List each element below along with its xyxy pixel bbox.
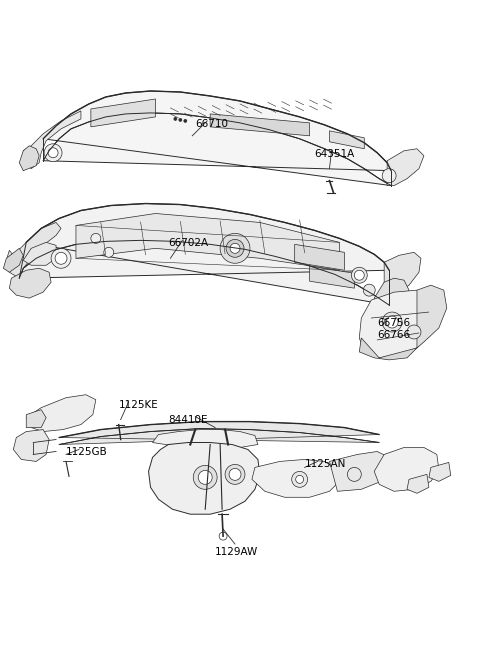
Polygon shape <box>26 409 46 428</box>
Circle shape <box>382 312 402 332</box>
Circle shape <box>226 239 244 257</box>
Circle shape <box>179 119 182 121</box>
Polygon shape <box>417 285 447 348</box>
Circle shape <box>220 233 250 263</box>
Circle shape <box>91 233 101 244</box>
Polygon shape <box>360 338 417 360</box>
Circle shape <box>351 267 367 283</box>
Circle shape <box>44 144 62 162</box>
Polygon shape <box>429 462 451 481</box>
Polygon shape <box>19 204 389 305</box>
Polygon shape <box>374 447 439 491</box>
Polygon shape <box>6 223 61 278</box>
Text: 66766: 66766 <box>377 330 410 340</box>
Circle shape <box>407 325 421 339</box>
Polygon shape <box>295 244 344 271</box>
Text: 1125AN: 1125AN <box>305 459 346 470</box>
Polygon shape <box>384 252 421 298</box>
Polygon shape <box>59 422 379 445</box>
Polygon shape <box>329 131 364 149</box>
Circle shape <box>219 532 227 540</box>
Polygon shape <box>310 267 354 288</box>
Polygon shape <box>3 248 23 272</box>
Text: 1129AW: 1129AW <box>215 547 258 557</box>
Text: 1125GB: 1125GB <box>66 447 108 457</box>
Polygon shape <box>23 242 56 265</box>
Text: 66756: 66756 <box>377 318 410 328</box>
Polygon shape <box>148 443 260 514</box>
Polygon shape <box>43 91 391 185</box>
Circle shape <box>229 468 241 480</box>
Polygon shape <box>23 111 81 169</box>
Text: 66702A: 66702A <box>168 238 208 248</box>
Circle shape <box>193 466 217 489</box>
Circle shape <box>51 248 71 269</box>
Polygon shape <box>252 459 339 497</box>
Polygon shape <box>26 395 96 432</box>
Polygon shape <box>210 114 310 136</box>
Circle shape <box>363 284 375 296</box>
Circle shape <box>382 169 396 183</box>
Text: 1125KE: 1125KE <box>119 400 158 409</box>
Polygon shape <box>387 149 424 185</box>
Polygon shape <box>374 278 409 310</box>
Polygon shape <box>360 290 434 358</box>
Circle shape <box>184 119 187 122</box>
Polygon shape <box>329 451 391 491</box>
Text: 84410E: 84410E <box>168 415 208 424</box>
Circle shape <box>104 248 114 257</box>
Circle shape <box>48 148 58 158</box>
Circle shape <box>55 252 67 264</box>
Polygon shape <box>91 99 156 127</box>
Text: 64351A: 64351A <box>314 149 355 159</box>
Polygon shape <box>13 430 49 461</box>
Circle shape <box>230 244 240 253</box>
Circle shape <box>348 468 361 481</box>
Polygon shape <box>9 269 51 298</box>
Circle shape <box>386 316 398 328</box>
Polygon shape <box>19 146 39 171</box>
Text: 66710: 66710 <box>195 119 228 129</box>
Circle shape <box>174 117 177 121</box>
Polygon shape <box>407 474 429 493</box>
Polygon shape <box>76 214 339 271</box>
Circle shape <box>296 476 304 483</box>
Circle shape <box>354 271 364 280</box>
Polygon shape <box>153 430 258 447</box>
Circle shape <box>225 464 245 484</box>
Circle shape <box>198 470 212 484</box>
Circle shape <box>292 472 308 487</box>
